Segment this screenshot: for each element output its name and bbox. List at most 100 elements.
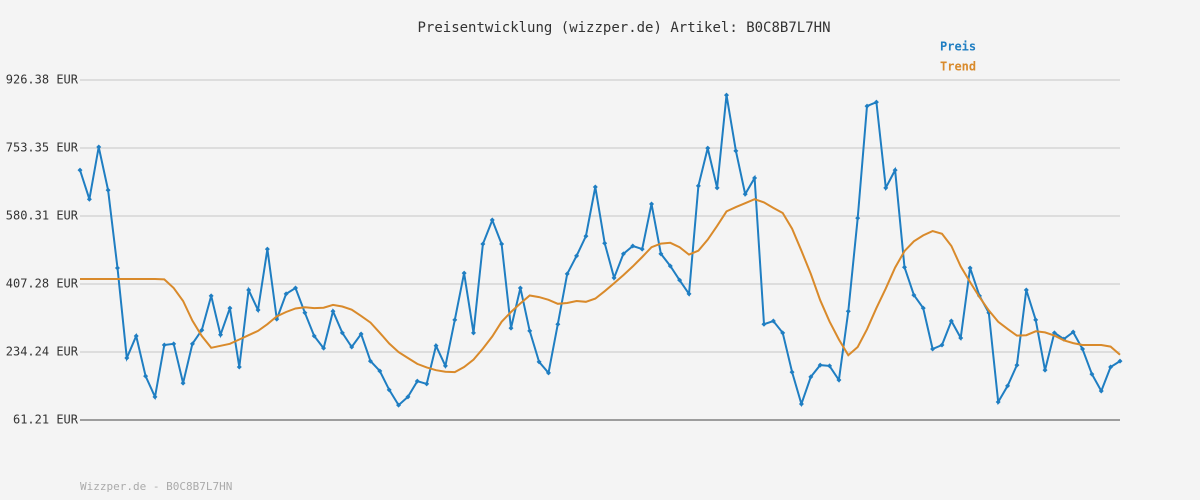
data-point <box>639 246 645 252</box>
data-point <box>246 287 252 293</box>
y-tick-label: 926.38 EUR <box>6 73 79 87</box>
data-point <box>292 285 298 291</box>
data-point <box>489 217 495 223</box>
data-point <box>939 342 945 348</box>
data-point <box>208 293 214 299</box>
data-point <box>236 364 242 370</box>
data-point <box>920 305 926 311</box>
data-point <box>911 292 917 298</box>
data-point <box>798 401 804 407</box>
data-point <box>677 277 683 283</box>
data-point <box>161 342 167 348</box>
data-point <box>471 330 477 336</box>
data-point <box>780 330 786 336</box>
data-point <box>255 307 261 313</box>
data-point <box>321 345 327 351</box>
data-point <box>105 187 111 193</box>
footer: Wizzper.de - B0C8B7L7HN <box>80 480 232 493</box>
data-point <box>845 308 851 314</box>
data-point <box>396 402 402 408</box>
data-point <box>667 263 673 269</box>
data-point <box>1023 287 1029 293</box>
data-point <box>283 291 289 297</box>
data-point <box>564 271 570 277</box>
data-point <box>414 378 420 384</box>
data-point <box>902 264 908 270</box>
data-point <box>1117 358 1123 364</box>
data-point <box>686 291 692 297</box>
data-point <box>574 253 580 259</box>
data-point <box>1080 346 1086 352</box>
data-point <box>883 185 889 191</box>
data-point <box>761 321 767 327</box>
data-point <box>555 321 561 327</box>
data-point <box>658 251 664 257</box>
data-point <box>180 380 186 386</box>
data-point <box>958 335 964 341</box>
data-point <box>695 183 701 189</box>
y-tick-label: 61.21 EUR <box>13 413 79 427</box>
data-point <box>752 175 758 181</box>
data-point <box>1042 367 1048 373</box>
data-point <box>171 341 177 347</box>
data-point <box>1098 388 1104 394</box>
data-point <box>143 373 149 379</box>
data-point <box>386 387 392 393</box>
data-point <box>630 243 636 249</box>
data-point <box>602 240 608 246</box>
data-point <box>124 355 130 361</box>
data-point <box>864 103 870 109</box>
data-point <box>461 270 467 276</box>
data-point <box>199 327 205 333</box>
data-point <box>480 241 486 247</box>
data-point <box>189 341 195 347</box>
data-point <box>592 184 598 190</box>
data-point <box>536 359 542 365</box>
data-point <box>424 381 430 387</box>
data-point <box>770 318 776 324</box>
data-point <box>114 265 120 271</box>
data-point <box>433 343 439 349</box>
data-point <box>377 368 383 374</box>
data-point <box>358 331 364 337</box>
data-point <box>302 310 308 316</box>
data-point <box>930 346 936 352</box>
data-point <box>808 374 814 380</box>
data-point <box>499 241 505 247</box>
data-point <box>330 308 336 314</box>
data-point <box>827 363 833 369</box>
data-point <box>349 344 355 350</box>
data-point <box>742 191 748 197</box>
data-point <box>96 144 102 150</box>
data-point <box>527 328 533 334</box>
data-point <box>892 167 898 173</box>
series-line <box>80 198 1121 374</box>
data-point <box>948 318 954 324</box>
data-point <box>967 265 973 271</box>
data-point <box>545 370 551 376</box>
data-point <box>836 377 842 383</box>
data-point <box>1108 364 1114 370</box>
data-point <box>77 167 83 173</box>
data-point <box>311 333 317 339</box>
data-point <box>995 399 1001 405</box>
data-point <box>405 394 411 400</box>
series-line <box>79 94 1121 408</box>
data-point <box>1070 329 1076 335</box>
data-point <box>583 233 589 239</box>
y-tick-label: 580.31 EUR <box>6 209 79 223</box>
data-point <box>789 369 795 375</box>
data-point <box>705 145 711 151</box>
data-point <box>873 99 879 105</box>
data-point <box>1033 317 1039 323</box>
data-point <box>1014 362 1020 368</box>
chart-title: Preisentwicklung (wizzper.de) Artikel: B… <box>417 20 830 36</box>
data-point <box>218 332 224 338</box>
data-point <box>817 362 823 368</box>
legend-label: Trend <box>940 60 976 74</box>
data-point <box>86 196 92 202</box>
data-point <box>1005 383 1011 389</box>
